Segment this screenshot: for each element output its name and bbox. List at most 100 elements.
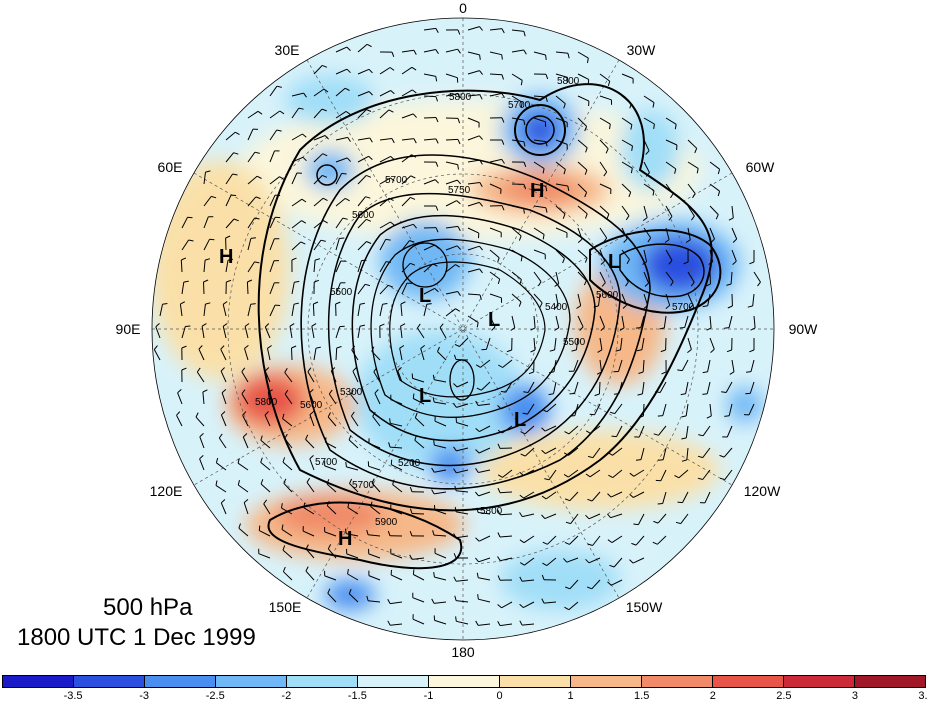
wind-barb-flag [520,102,523,108]
contour-label: 5500 [563,337,586,348]
wind-barb-flag [554,283,559,287]
wind-barb-flag [571,349,577,352]
wind-barb [238,484,249,493]
wind-barb [620,337,623,350]
wind-barb-flag [391,51,395,57]
wind-barb [467,245,480,251]
wind-barb-flag [717,191,721,197]
wind-barb-flag [653,433,659,436]
wind-barb [456,447,469,452]
wind-barb [478,577,491,581]
wind-barb-flag [411,89,417,94]
wind-barb [324,575,337,581]
colorbar-tick-label: -3 [139,690,150,702]
wind-barb [283,482,293,493]
wind-barb [352,370,359,383]
wind-barb-flag [456,245,461,250]
wind-barb [368,534,381,537]
wind-barb-flag [199,455,204,460]
wind-barb [379,109,390,119]
low-center-label: L [419,385,431,407]
wind-barb [546,557,557,566]
wind-barb [612,469,623,478]
wind-barb [555,227,568,234]
wind-barb-flag [218,433,223,439]
wind-barb [335,110,347,119]
contour-label: 5700 [508,100,531,111]
wind-barb-flag [244,323,250,327]
contour-labels: 5800 5700 5800 5700 5750 5600 5500 5300 … [255,76,695,528]
wind-barb [641,381,645,394]
wind-barb [599,117,611,125]
wind-barb [610,513,623,519]
wind-barb-flag [314,258,321,261]
wind-barb-flag [400,323,406,327]
wind-barb-flag [390,90,395,95]
wind-barb-flag [724,327,730,329]
wind-barb [445,93,458,97]
wind-barb [643,161,650,173]
wind-barb [478,512,491,515]
wind-barb [269,282,275,295]
wind-barb [599,271,606,283]
wind-barb-flag [315,346,321,349]
wind-barb [641,337,645,350]
wind-barb [263,503,271,515]
wind-barb [400,326,403,339]
wind-barb [401,113,414,119]
wind-barb-flag [541,427,546,432]
wind-barb [599,227,608,239]
wind-barb-flag [729,371,735,375]
wind-barb [665,249,673,261]
wind-barb-flag [680,393,686,396]
wind-barb [379,138,392,141]
wind-barb-flag [409,554,413,560]
wind-barb [335,238,340,251]
wind-barb-flag [520,80,523,86]
wind-barb-flag [435,117,439,123]
wind-barb [660,469,667,482]
wind-barb [467,182,480,185]
wind-barb [456,579,469,582]
wind-barb [467,135,480,141]
wind-barb [357,304,361,317]
wind-barb [196,371,205,383]
wind-barb [709,227,715,240]
wind-barb [704,491,711,504]
wind-barb-flag [545,74,549,80]
wind-barb [282,461,293,471]
wind-barb [568,601,579,611]
wind-barb-flag [631,145,633,151]
wind-barb [588,513,601,520]
wind-barb-flag [576,305,581,309]
wind-barb-flag [732,260,737,265]
wind-barb [709,337,715,350]
wind-barb-flag [542,541,548,545]
wind-barb-flag [327,544,332,550]
contour-label: 5600 [352,210,375,221]
wind-barb [445,308,456,317]
wind-barb-flag [435,227,439,233]
wind-barb-flag [457,118,461,124]
wind-barb [203,260,206,273]
wind-barb [489,158,502,163]
wind-barb-flag [347,137,351,142]
wind-barb-flag [388,442,391,448]
wind-barb [203,281,205,295]
wind-barb [220,370,227,383]
wind-barb-flag [345,197,350,202]
wind-barb [357,241,367,251]
wind-barb [373,371,381,383]
wind-barb-flag [435,138,439,144]
wind-barb [397,370,403,383]
wind-barb-flag [307,367,312,373]
wind-barb-flag [522,412,528,415]
wind-barb [577,161,588,171]
wind-barb-flag [587,543,593,546]
wind-barb-flag [587,455,594,459]
wind-barb [181,282,185,295]
wind-barb-flag [400,301,406,305]
wind-barb [643,227,652,239]
wind-barb-flag [609,124,611,130]
wind-barb-flag [577,238,583,243]
